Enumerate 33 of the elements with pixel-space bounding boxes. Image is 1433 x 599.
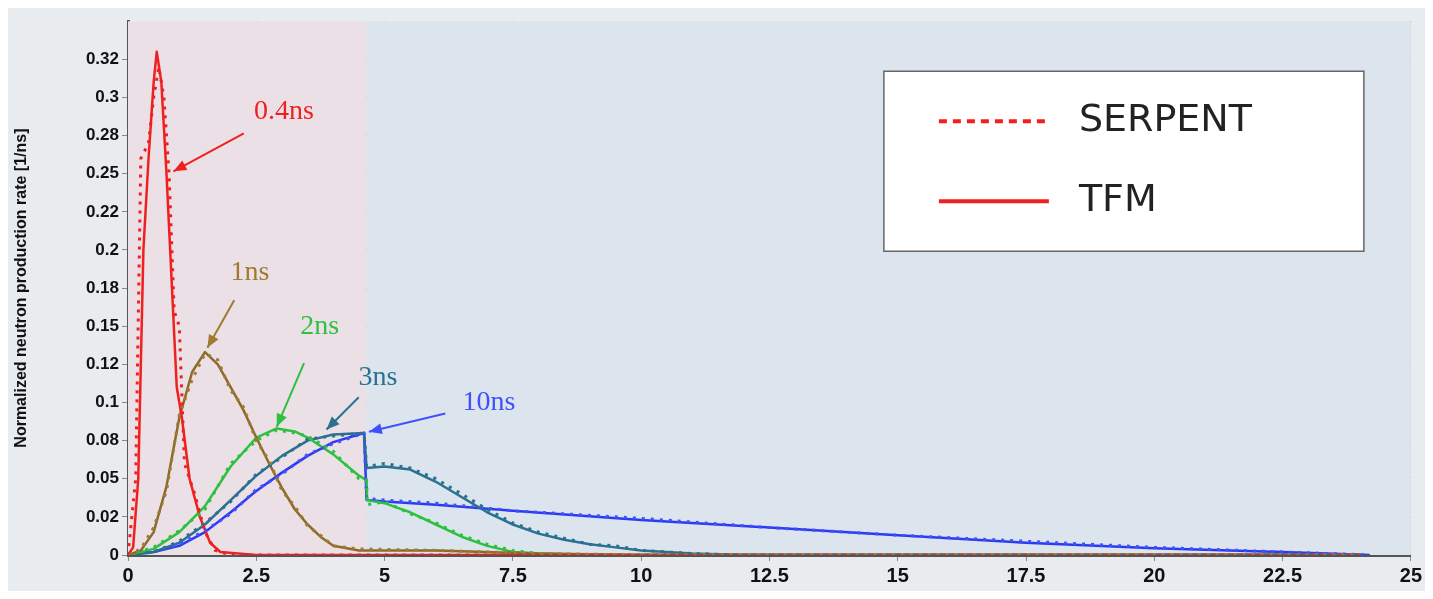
annotation: 2ns: [300, 308, 340, 340]
y-tick-label: 0.32: [85, 49, 119, 69]
x-tick-label: 5: [379, 563, 391, 586]
y-tick-label: 0.05: [85, 468, 119, 488]
x-tick-label: 12.5: [749, 563, 789, 586]
x-tick-label: 22.5: [1263, 563, 1303, 586]
y-tick-label: 0.2: [95, 239, 119, 259]
x-tick-label: 17.5: [1006, 563, 1046, 586]
x-tick-label: 0: [122, 563, 134, 586]
legend-label: SERPENT: [1078, 96, 1253, 141]
y-tick-label: 0.02: [85, 506, 119, 526]
y-tick-label: 0.15: [85, 315, 119, 335]
y-tick-label: 0.18: [85, 277, 119, 297]
annotation: 3ns: [358, 360, 398, 392]
x-tick-label: 25: [1399, 563, 1422, 586]
y-tick-label: 0.12: [85, 354, 119, 374]
x-tick-label: 2.5: [242, 563, 271, 586]
annotation: 0.4ns: [254, 94, 315, 126]
annotation: 10ns: [462, 385, 516, 417]
y-tick-label: 0.08: [85, 430, 119, 450]
y-tick-label: 0.28: [85, 125, 119, 145]
y-tick-label: 0.25: [85, 163, 119, 183]
y-axis-title: Normalized neutron production rate [1/ns]: [12, 128, 30, 448]
y-tick-label: 0: [109, 544, 119, 564]
y-tick-label: 0.1: [95, 392, 119, 412]
annotation: 1ns: [230, 254, 270, 286]
legend-label: TFM: [1077, 176, 1157, 221]
x-tick-label: 15: [886, 563, 909, 586]
y-tick-label: 0.3: [95, 87, 119, 107]
x-tick-label: 10: [630, 563, 653, 586]
x-tick-label: 20: [1143, 563, 1166, 586]
y-tick-label: 0.22: [85, 201, 119, 221]
x-tick-label: 7.5: [498, 563, 527, 586]
